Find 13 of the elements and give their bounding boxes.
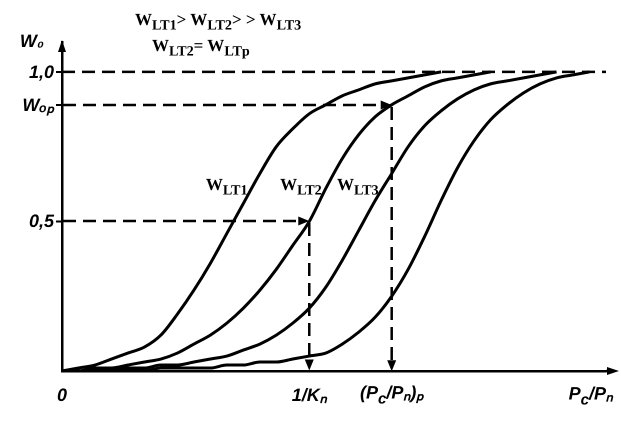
x-tick-label: (P$_{c}$/Pₙ)ₚ xyxy=(360,382,424,408)
x-tick-label: 1/Kₙ xyxy=(292,385,327,405)
x-tick-label: 0 xyxy=(56,385,68,405)
y-tick-label: 0,5 xyxy=(28,211,54,232)
y-tick-label: 1,0 xyxy=(28,62,54,82)
series-label: W$_{LT3}$ xyxy=(336,174,379,198)
x-axis-title: P$_{c}$/Pₙ xyxy=(568,384,613,408)
y-tick-label: Wₒₚ xyxy=(22,94,54,115)
text: W$_{LT1}$> W$_{LT2}$> > W$_{LT3}$ xyxy=(135,10,302,34)
series-label: W$_{LT1}$ xyxy=(206,174,248,198)
annotation: W$_{LT2}$= W$_{LTp}$ xyxy=(152,36,250,60)
series-label: W$_{LT2}$ xyxy=(280,174,322,198)
y-axis-title: W₀ xyxy=(20,31,44,51)
